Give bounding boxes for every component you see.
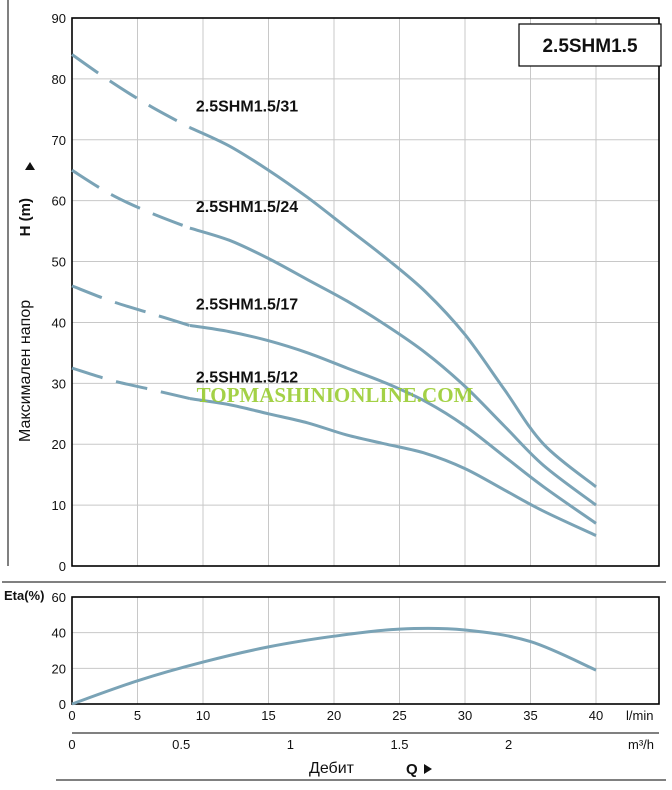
eta-tick-label: 40 bbox=[52, 626, 66, 641]
y-tick-label: 60 bbox=[52, 194, 66, 209]
x-tick-lmin: 40 bbox=[589, 708, 603, 723]
head-curves bbox=[71, 53, 597, 537]
x-unit-lmin: l/min bbox=[626, 708, 653, 723]
head-chart-frame bbox=[71, 17, 660, 567]
x-tick-m3h: 0 bbox=[68, 737, 75, 752]
x-tick-m3h: 1 bbox=[287, 737, 294, 752]
efficiency-chart-frame bbox=[71, 596, 660, 705]
x-tick-m3h: 0.5 bbox=[172, 737, 190, 752]
efficiency-curve bbox=[71, 626, 597, 706]
y-axis-arrow-icon bbox=[25, 162, 35, 170]
y-axis-unit: H (m) bbox=[17, 198, 34, 236]
head-curve bbox=[189, 397, 597, 537]
series-label: 2.5SHM1.5/12 bbox=[196, 370, 298, 387]
y-tick-label: 70 bbox=[52, 133, 66, 148]
x-tick-m3h: 2 bbox=[505, 737, 512, 752]
model-title: 2.5SHM1.5 bbox=[542, 36, 637, 57]
head-curve bbox=[189, 324, 597, 525]
x-tick-lmin: 30 bbox=[458, 708, 472, 723]
y-tick-label: 10 bbox=[52, 498, 66, 513]
y-tick-label: 50 bbox=[52, 255, 66, 270]
y-tick-label: 30 bbox=[52, 376, 66, 391]
y-tick-label: 80 bbox=[52, 72, 66, 87]
efficiency-ticks: 0 20 40 60 0 5 10 15 20 25 30 35 40 0 0.5 1 1.5 2 bbox=[52, 590, 604, 752]
head-curve-dashed bbox=[71, 53, 191, 129]
head-chart-grid bbox=[72, 18, 659, 566]
x-unit-m3h: m³/h bbox=[628, 737, 654, 752]
curve-labels: 2.5SHM1.5/31 2.5SHM1.5/24 2.5SHM1.5/17 2.5S… bbox=[196, 99, 298, 387]
efficiency-curves bbox=[71, 626, 597, 706]
x-tick-lmin: 35 bbox=[523, 708, 537, 723]
series-label: 2.5SHM1.5/17 bbox=[196, 296, 298, 313]
x-axis-symbol: Q bbox=[406, 761, 418, 778]
head-curve bbox=[189, 126, 597, 488]
y-tick-label: 40 bbox=[52, 315, 66, 330]
head-curve bbox=[189, 226, 597, 507]
head-curve-dashed bbox=[71, 366, 191, 401]
x-tick-m3h: 1.5 bbox=[390, 737, 408, 752]
x-tick-lmin: 0 bbox=[68, 708, 75, 723]
efficiency-chart-grid bbox=[72, 596, 659, 704]
series-label: 2.5SHM1.5/24 bbox=[196, 199, 298, 216]
head-y-ticks: 0 10 20 30 40 50 60 70 80 90 bbox=[52, 11, 66, 574]
x-tick-lmin: 20 bbox=[327, 708, 341, 723]
eta-tick-label: 60 bbox=[52, 590, 66, 605]
eta-tick-label: 20 bbox=[52, 661, 66, 676]
x-tick-lmin: 10 bbox=[196, 708, 210, 723]
watermark: TOPMASHINIONLINE.COM bbox=[197, 383, 474, 407]
eta-tick-label: 0 bbox=[59, 697, 66, 712]
y-tick-label: 90 bbox=[52, 11, 66, 26]
x-axis-arrow-icon bbox=[424, 764, 432, 774]
head-curve-dashed bbox=[71, 168, 191, 230]
y-tick-label: 20 bbox=[52, 437, 66, 452]
series-label: 2.5SHM1.5/31 bbox=[196, 99, 298, 116]
model-title-box bbox=[518, 23, 662, 67]
eta-label: Eta(%) bbox=[4, 588, 44, 603]
head-curve-dashed bbox=[71, 284, 191, 327]
y-tick-label: 0 bbox=[59, 559, 66, 574]
x-tick-lmin: 5 bbox=[134, 708, 141, 723]
x-axis-title: Дебит bbox=[309, 760, 355, 777]
x-tick-lmin: 25 bbox=[392, 708, 406, 723]
x-tick-lmin: 15 bbox=[261, 708, 275, 723]
y-axis-title: Максимален напор bbox=[17, 300, 34, 442]
